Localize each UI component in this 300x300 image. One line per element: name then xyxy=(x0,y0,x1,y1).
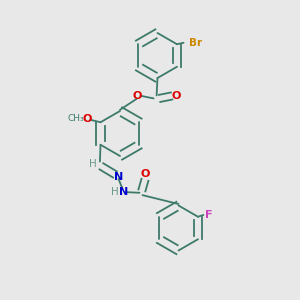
Text: Br: Br xyxy=(189,38,202,48)
Text: O: O xyxy=(140,169,150,179)
Text: H: H xyxy=(88,159,96,169)
Text: N: N xyxy=(119,187,128,197)
Text: O: O xyxy=(132,91,142,101)
Text: N: N xyxy=(115,172,124,182)
Text: CH₃: CH₃ xyxy=(67,114,84,124)
Text: H: H xyxy=(111,187,119,197)
Text: O: O xyxy=(82,114,92,124)
Text: O: O xyxy=(172,91,181,101)
Text: F: F xyxy=(205,210,212,220)
